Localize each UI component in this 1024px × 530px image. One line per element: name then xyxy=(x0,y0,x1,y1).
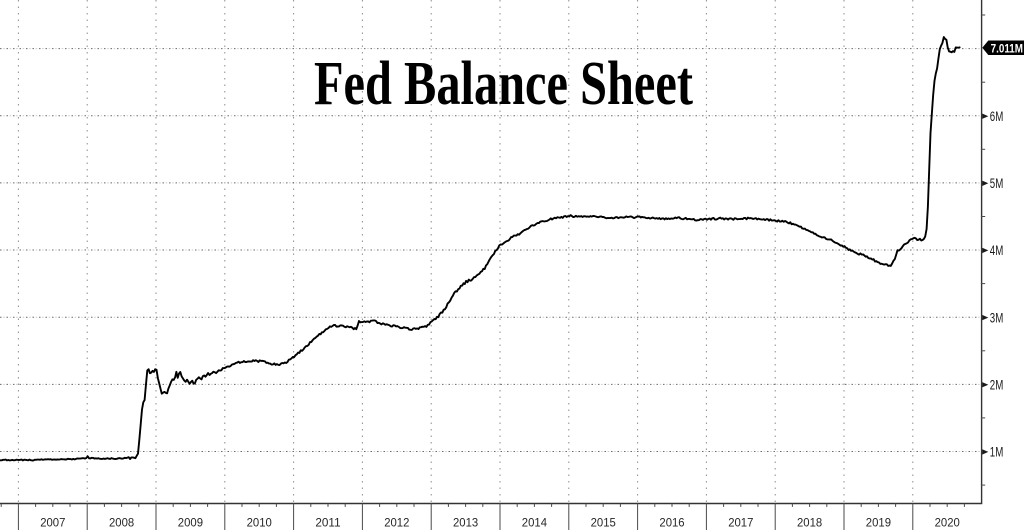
svg-text:2016: 2016 xyxy=(659,516,684,530)
svg-text:2008: 2008 xyxy=(109,516,134,530)
svg-text:2017: 2017 xyxy=(728,516,753,530)
svg-text:2013: 2013 xyxy=(453,516,478,530)
svg-text:2011: 2011 xyxy=(315,516,340,530)
svg-text:2009: 2009 xyxy=(178,516,203,530)
svg-text:4M: 4M xyxy=(990,243,1004,258)
svg-text:6M: 6M xyxy=(990,109,1004,124)
svg-text:5M: 5M xyxy=(990,176,1004,191)
svg-text:2015: 2015 xyxy=(591,516,616,530)
svg-text:1M: 1M xyxy=(990,445,1004,460)
svg-text:Fed Balance Sheet: Fed Balance Sheet xyxy=(314,50,693,118)
svg-text:2019: 2019 xyxy=(866,516,891,530)
svg-text:7.011M: 7.011M xyxy=(991,41,1024,55)
svg-text:2012: 2012 xyxy=(384,516,409,530)
svg-text:2M: 2M xyxy=(990,378,1004,393)
svg-text:3M: 3M xyxy=(990,310,1004,325)
svg-text:2020: 2020 xyxy=(935,516,960,530)
svg-text:2014: 2014 xyxy=(522,516,547,530)
svg-text:2007: 2007 xyxy=(40,516,65,530)
svg-text:2018: 2018 xyxy=(797,516,822,530)
svg-text:2010: 2010 xyxy=(247,516,272,530)
